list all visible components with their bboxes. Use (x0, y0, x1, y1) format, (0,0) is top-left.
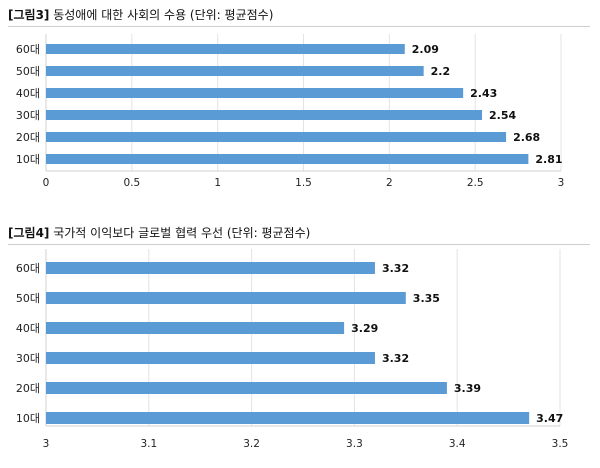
bar (46, 412, 530, 424)
category-label: 50대 (16, 292, 40, 305)
x-tick-label: 2.5 (467, 177, 484, 189)
value-label: 2.2 (431, 65, 451, 78)
bar (46, 132, 507, 142)
category-label: 30대 (16, 352, 40, 365)
bar (46, 44, 405, 54)
value-label: 3.35 (413, 292, 440, 305)
category-label: 20대 (16, 382, 40, 395)
bar (46, 262, 375, 274)
bar (46, 110, 483, 120)
x-tick-label: 1.5 (295, 177, 312, 189)
title-divider-1 (8, 26, 590, 27)
x-tick-label: 3.2 (243, 438, 260, 450)
figure-caption-1: 동성애에 대한 사회의 수용 (단위: 평균점수) (49, 8, 274, 22)
x-tick-label: 3.5 (552, 438, 569, 450)
value-label: 2.81 (535, 153, 562, 166)
bar (46, 154, 529, 164)
category-label: 60대 (16, 262, 40, 275)
value-label: 3.29 (351, 322, 378, 335)
bar (46, 322, 345, 334)
value-label: 3.47 (536, 412, 563, 425)
figure-number-1: [그림3] (8, 8, 50, 22)
category-label: 50대 (16, 65, 40, 78)
bar (46, 66, 424, 76)
bar-chart-2: 3 3.1 3.2 3.3 3.4 3.5 60대 3.32 50대 3.35 40대 3.29 30대… (16, 249, 569, 450)
category-label: 10대 (16, 153, 40, 166)
value-label: 3.39 (454, 382, 481, 395)
x-tick-label: 3.3 (346, 438, 363, 450)
value-label: 2.68 (513, 131, 540, 144)
chart-title-1: [그림3] 동성애에 대한 사회의 수용 (단위: 평균점수) (8, 6, 273, 23)
chart-title-2: [그림4] 국가적 이익보다 글로벌 협력 우선 (단위: 평균점수) (8, 224, 310, 241)
bar (46, 382, 447, 394)
value-label: 2.54 (489, 109, 516, 122)
title-divider-2 (8, 244, 590, 245)
bar (46, 292, 406, 304)
chart-panel-1: [그림3] 동성애에 대한 사회의 수용 (단위: 평균점수) 0 0.5 1 1.5… (0, 0, 600, 200)
chart-panel-2: [그림4] 국가적 이익보다 글로벌 협력 우선 (단위: 평균점수) 3 3.1… (0, 218, 600, 468)
value-label: 2.09 (412, 43, 439, 56)
x-tick-label: 0 (43, 177, 50, 189)
x-tick-label: 3.1 (140, 438, 157, 450)
value-label: 3.32 (382, 352, 409, 365)
figure-caption-2: 국가적 이익보다 글로벌 협력 우선 (단위: 평균점수) (49, 226, 311, 240)
bar-chart-1: 0 0.5 1 1.5 2 2.5 3 60대 2.09 50대 2.2 40대 2.43 30대 2.54… (16, 34, 565, 189)
x-tick-label: 3.4 (449, 438, 466, 450)
value-label: 3.32 (382, 262, 409, 275)
x-tick-label: 1 (214, 177, 221, 189)
x-tick-label: 0.5 (123, 177, 140, 189)
category-label: 40대 (16, 322, 40, 335)
x-tick-label: 3 (558, 177, 565, 189)
bar (46, 352, 375, 364)
category-label: 10대 (16, 412, 40, 425)
value-label: 2.43 (470, 87, 497, 100)
category-label: 30대 (16, 109, 40, 122)
category-label: 60대 (16, 43, 40, 56)
bar (46, 88, 464, 98)
category-label: 40대 (16, 87, 40, 100)
x-tick-label: 2 (386, 177, 393, 189)
x-tick-label: 3 (43, 438, 50, 450)
figure-number-2: [그림4] (8, 226, 50, 240)
category-label: 20대 (16, 131, 40, 144)
